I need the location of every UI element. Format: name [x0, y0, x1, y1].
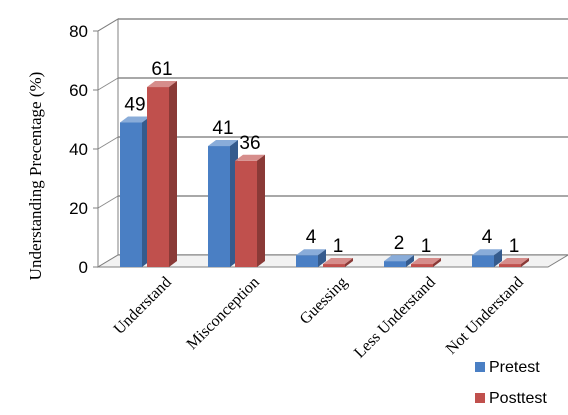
bar-top [411, 258, 441, 265]
legend-swatch [475, 362, 485, 372]
data-label: 2 [394, 233, 405, 254]
bar-side [521, 258, 529, 267]
legend-swatch [475, 393, 485, 403]
bar-front [384, 261, 406, 267]
bar-posttest-understand [147, 81, 177, 267]
bar-front [208, 146, 230, 267]
y-tick-labels: 0 20 40 60 80 [69, 22, 88, 277]
bar-top [499, 258, 529, 265]
bar-pretest-guessing [296, 249, 326, 267]
bar-top [208, 140, 238, 147]
bar-posttest-misconception [235, 154, 265, 267]
bar-front [296, 255, 318, 267]
category-label: Not Understand [443, 274, 527, 358]
category-label: Understand [111, 274, 175, 338]
bar-top [384, 255, 414, 262]
data-label: 41 [212, 118, 233, 139]
bar-side [169, 81, 177, 267]
y-tick-label: 20 [69, 199, 88, 218]
y-tick-label: 60 [69, 81, 88, 100]
bar-posttest-not-understand [499, 258, 529, 267]
bar-top [147, 81, 177, 88]
y-tick-label: 0 [79, 258, 88, 277]
data-label: 1 [333, 236, 344, 257]
bar-top [472, 249, 502, 256]
bar-top [323, 258, 353, 265]
bar-pretest-misconception [208, 140, 238, 267]
bar-side [318, 249, 326, 267]
gridline-side [97, 136, 119, 150]
data-label: 1 [509, 236, 520, 257]
bar-posttest-less-understand [411, 258, 441, 267]
bar-front [147, 87, 169, 267]
category-labels: Understand Misconception Guessing Less Unde… [111, 274, 527, 362]
bar-pretest-understand [120, 116, 150, 267]
category-label: Less Understand [351, 274, 439, 362]
bar-front [411, 264, 433, 267]
bar-top [120, 116, 150, 123]
category-label: Misconception [184, 274, 263, 353]
bar-pretest-less-understand [384, 255, 414, 267]
gridline-side [97, 77, 119, 91]
bar-front [499, 264, 521, 267]
legend-item-posttest: Posttest [475, 390, 547, 407]
category-label: Guessing [297, 274, 351, 328]
bars [120, 81, 529, 267]
bar-side [345, 258, 353, 267]
gridline-side [97, 195, 119, 209]
bar-posttest-guessing [323, 258, 353, 267]
bar-side [494, 249, 502, 267]
bar-top [296, 249, 326, 256]
data-label: 36 [239, 133, 260, 154]
bar-front [120, 122, 142, 267]
legend-label: Pretest [489, 359, 540, 376]
y-axis-label: Understanding Precentage (%) [26, 72, 45, 281]
data-label: 49 [124, 94, 145, 115]
bar-side [433, 258, 441, 267]
y-tick-label: 40 [69, 140, 88, 159]
data-label: 4 [482, 227, 493, 248]
legend: Pretest Posttest [475, 359, 547, 407]
data-label: 4 [306, 227, 317, 248]
y-tick-label: 80 [69, 22, 88, 41]
legend-item-pretest: Pretest [475, 359, 540, 376]
bar-front [323, 264, 345, 267]
bar-side [406, 255, 414, 267]
legend-label: Posttest [489, 390, 547, 407]
bar-pretest-not-understand [472, 249, 502, 267]
bar-side [257, 154, 265, 267]
bar-front [235, 160, 257, 267]
data-label: 61 [151, 59, 172, 80]
data-label: 1 [421, 236, 432, 257]
bar-front [472, 255, 494, 267]
bar-top [235, 154, 265, 161]
